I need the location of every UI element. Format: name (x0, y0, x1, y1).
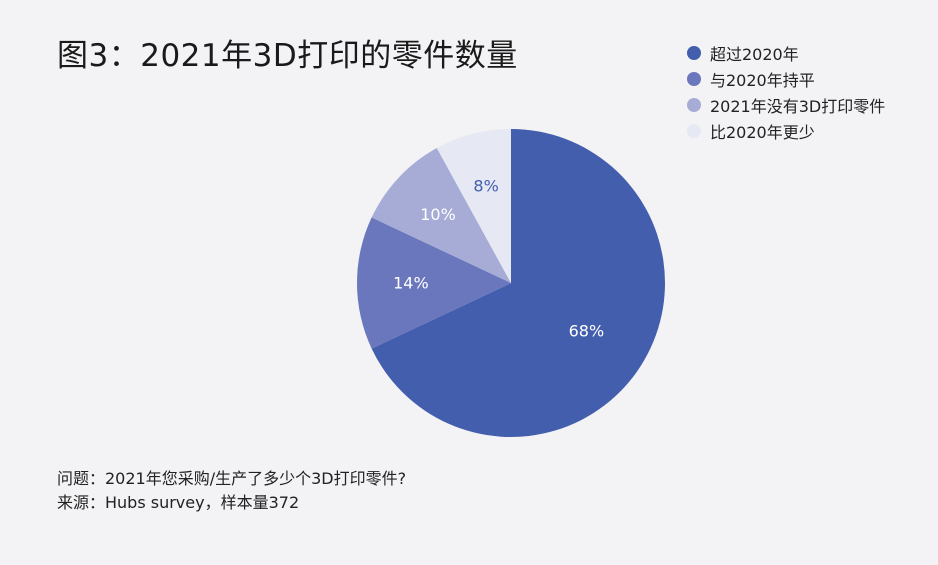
legend-label: 比2020年更少 (710, 123, 815, 142)
chart-notes: 问题：2021年您采购/生产了多少个3D打印零件? 来源：Hubs survey… (57, 467, 406, 515)
source-note: 来源：Hubs survey，样本量372 (57, 493, 300, 512)
legend-swatch (687, 98, 701, 112)
legend-swatch (687, 72, 701, 86)
question-note: 问题：2021年您采购/生产了多少个3D打印零件? (57, 469, 407, 488)
legend-swatch (687, 124, 701, 138)
pie-slice (371, 148, 511, 283)
chart-title: 图3：2021年3D打印的零件数量 (57, 38, 518, 74)
legend-label: 2021年没有3D打印零件 (710, 97, 886, 116)
legend-item: 2021年没有3D打印零件 (687, 92, 885, 118)
legend-item: 超过2020年 (687, 40, 885, 66)
legend-item: 比2020年更少 (687, 118, 885, 144)
pie-slice (436, 129, 511, 283)
pie-slice (371, 129, 666, 437)
slice-value-label: 14% (393, 274, 429, 293)
legend-label: 超过2020年 (710, 45, 799, 64)
slice-value-label: 10% (420, 205, 456, 224)
legend: 超过2020年 与2020年持平 2021年没有3D打印零件 比2020年更少 (687, 40, 885, 144)
slice-value-label: 8% (473, 177, 498, 196)
pie-slice (357, 217, 511, 349)
legend-label: 与2020年持平 (710, 71, 815, 90)
legend-item: 与2020年持平 (687, 66, 885, 92)
legend-swatch (687, 46, 701, 60)
slice-value-label: 68% (569, 321, 605, 340)
